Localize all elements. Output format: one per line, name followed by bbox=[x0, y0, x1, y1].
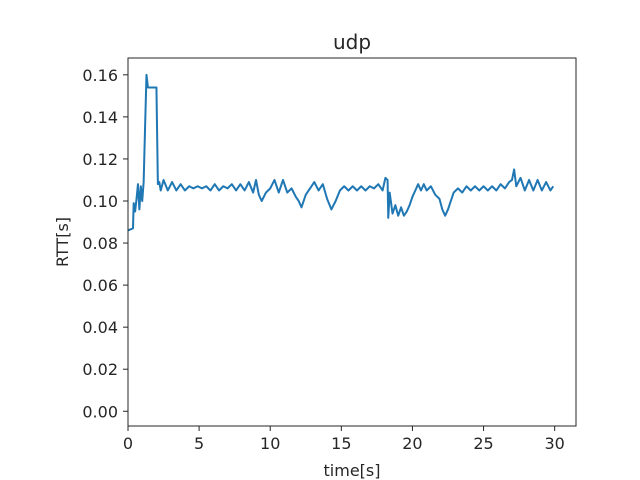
x-tick-label: 20 bbox=[402, 434, 422, 453]
y-axis-label: RTT[s] bbox=[53, 217, 72, 267]
x-tick-label: 15 bbox=[331, 434, 351, 453]
y-tick-label: 0.16 bbox=[82, 66, 118, 85]
x-tick-label: 10 bbox=[260, 434, 280, 453]
y-tick-label: 0.14 bbox=[82, 108, 118, 127]
y-tick-label: 0.06 bbox=[82, 276, 118, 295]
x-tick-label: 30 bbox=[544, 434, 564, 453]
x-tick-label: 0 bbox=[123, 434, 133, 453]
x-tick-label: 5 bbox=[194, 434, 204, 453]
y-tick-label: 0.00 bbox=[82, 402, 118, 421]
series-line-0 bbox=[127, 73, 555, 232]
chart-title: udp bbox=[333, 30, 371, 54]
y-axis: 0.00 0.02 0.04 0.06 0.08 0.10 0.12 0.14 0.16 bbox=[82, 66, 128, 421]
y-tick-label: 0.10 bbox=[82, 192, 118, 211]
y-tick-label: 0.08 bbox=[82, 234, 118, 253]
y-tick-label: 0.12 bbox=[82, 150, 118, 169]
x-tick-label: 25 bbox=[473, 434, 493, 453]
y-tick-label: 0.04 bbox=[82, 318, 118, 337]
plot-area bbox=[127, 73, 555, 232]
x-axis: 0 5 10 15 20 25 30 bbox=[123, 426, 565, 453]
y-tick-label: 0.02 bbox=[82, 360, 118, 379]
plot-frame bbox=[127, 57, 577, 427]
x-axis-label: time[s] bbox=[324, 461, 381, 480]
